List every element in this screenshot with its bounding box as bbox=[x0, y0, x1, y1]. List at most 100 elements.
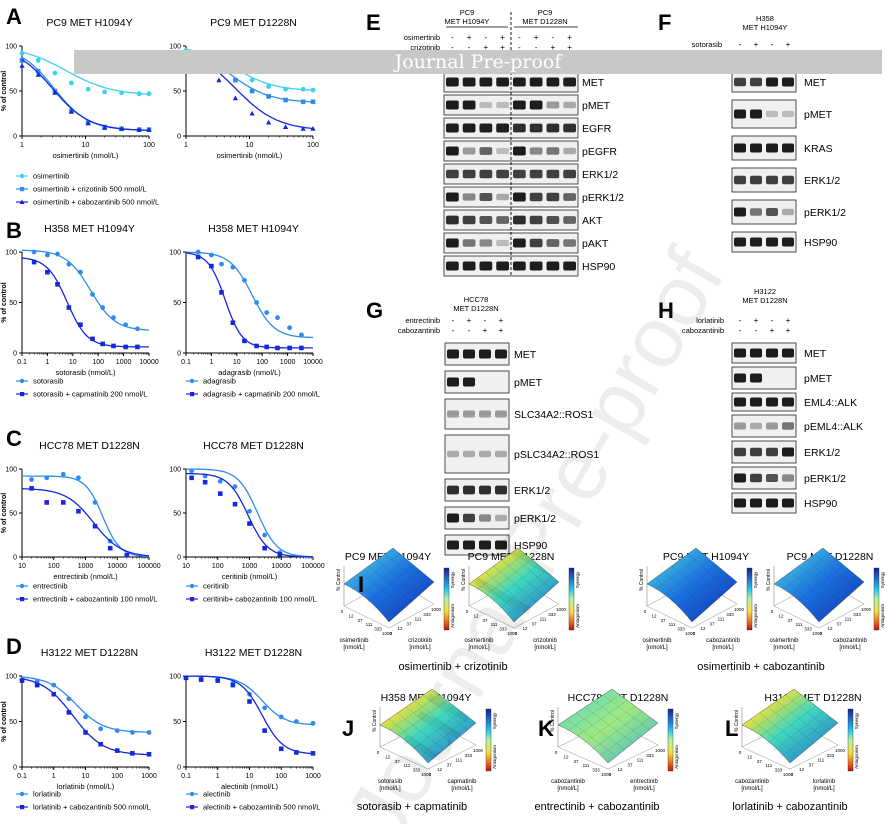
data-point bbox=[209, 252, 214, 258]
x-tick-label: 1000 bbox=[116, 359, 132, 366]
surface-tick: 0 bbox=[791, 772, 794, 777]
panel-letter-A: A bbox=[6, 4, 22, 29]
blot-band bbox=[750, 498, 762, 508]
surface-grid bbox=[798, 565, 842, 603]
fit-curve bbox=[21, 59, 150, 131]
y-tick-label: 50 bbox=[173, 511, 181, 518]
blot-band bbox=[513, 238, 526, 248]
synergy-surface: PC9 MET H1094Y% Control00121237371111113… bbox=[336, 547, 455, 651]
surface-tick: 0 bbox=[341, 609, 344, 614]
blot-band bbox=[446, 100, 459, 110]
blot-header: H358 bbox=[756, 14, 774, 23]
data-point bbox=[219, 261, 224, 267]
data-point bbox=[287, 325, 293, 331]
data-point bbox=[262, 705, 268, 711]
blot-strip bbox=[443, 255, 579, 277]
blot-band bbox=[513, 123, 526, 133]
synergy-surface: H3122 MET D1228N% Control001212373711111… bbox=[734, 688, 862, 792]
surface-tick: 1000 bbox=[507, 631, 518, 636]
x-tick-label: 1 bbox=[209, 359, 213, 366]
data-point bbox=[232, 484, 238, 489]
blot-band bbox=[782, 175, 794, 185]
blot-band bbox=[563, 261, 576, 271]
surface-tick: 111 bbox=[540, 617, 547, 622]
blot-band bbox=[734, 447, 746, 457]
blot-band bbox=[546, 77, 560, 87]
x-tick-label: 100000 bbox=[301, 563, 324, 570]
data-point bbox=[19, 678, 25, 683]
blot-strip bbox=[731, 366, 797, 390]
data-point bbox=[35, 58, 41, 63]
chart-B-left: H358 MET H1094Y 0 50 100 0.1 1 10 100 1000 10000%… bbox=[1, 223, 159, 377]
blot-header: H3122 bbox=[754, 287, 776, 296]
data-point bbox=[35, 68, 41, 74]
colorbar bbox=[485, 708, 492, 772]
surface-axis-label: cabozantinib bbox=[551, 779, 585, 785]
treatment-sign: - bbox=[451, 43, 454, 52]
blot-band bbox=[513, 261, 526, 271]
data-point bbox=[299, 332, 304, 338]
blot-band bbox=[496, 216, 509, 224]
surface-grid bbox=[602, 694, 650, 730]
data-point bbox=[146, 126, 152, 132]
surface-tick: 333 bbox=[548, 612, 556, 617]
data-point bbox=[293, 719, 299, 724]
legend-label: sotorasib bbox=[33, 377, 63, 386]
blot-band bbox=[447, 349, 459, 359]
data-point bbox=[146, 751, 152, 757]
surface-tick: 37 bbox=[757, 759, 763, 764]
surface-grid bbox=[788, 559, 837, 597]
x-tick-label: 10000 bbox=[303, 359, 323, 366]
data-point bbox=[118, 126, 125, 131]
surface-grid bbox=[661, 559, 710, 597]
data-point bbox=[202, 479, 208, 485]
chart-D-right: H3122 MET D1228N 0 50 100 0.1 1 10 100 1000 alect… bbox=[169, 647, 321, 791]
synergy-surface: H358 MET H1094Y% Control0012123737111111… bbox=[372, 688, 497, 792]
data-point bbox=[254, 343, 259, 349]
data-point bbox=[294, 750, 299, 755]
surface-tick: 111 bbox=[718, 617, 725, 622]
surface-axis-label: crizotinib bbox=[408, 638, 432, 644]
blot-band bbox=[513, 192, 526, 202]
fit-curve bbox=[22, 475, 150, 558]
y-tick-label: 0 bbox=[177, 765, 181, 772]
blot-band bbox=[479, 123, 493, 133]
surface-grid bbox=[654, 553, 703, 591]
legend: lorlatinib lorlatinib + cabozantinib 500 … bbox=[16, 790, 151, 812]
surface-tick: 111 bbox=[491, 622, 498, 627]
blot-band bbox=[447, 513, 459, 523]
surface-grid bbox=[405, 706, 453, 744]
surface-axis-label: entrectinib bbox=[630, 779, 658, 785]
treatment-sign: + bbox=[754, 40, 759, 49]
blot-band bbox=[563, 123, 576, 133]
surface-grid bbox=[506, 576, 553, 616]
blot-band bbox=[446, 169, 459, 179]
blot-band bbox=[479, 77, 493, 87]
surface-grid bbox=[687, 553, 730, 589]
surface-axis-unit: [nmol/L] bbox=[741, 786, 763, 792]
data-point bbox=[310, 99, 316, 105]
band-label: pERK1/2 bbox=[514, 513, 556, 525]
blot-band bbox=[447, 377, 459, 387]
data-point bbox=[283, 86, 288, 92]
treatment-sign: - bbox=[485, 33, 488, 42]
blot-band bbox=[479, 410, 491, 418]
x-axis-label: entrectinib (nmol/L) bbox=[53, 572, 118, 581]
data-point bbox=[114, 728, 120, 733]
surface-tick: 333 bbox=[646, 753, 654, 758]
y-tick-label: 100 bbox=[169, 674, 181, 681]
y-tick-label: 0 bbox=[13, 765, 17, 772]
blot-band bbox=[563, 239, 576, 247]
x-tick-label: 10 bbox=[246, 142, 254, 149]
data-point bbox=[83, 714, 88, 720]
surface-tick: 37 bbox=[660, 618, 666, 623]
surface-axis-label: cabozantinib bbox=[706, 638, 740, 644]
blot-band bbox=[495, 410, 507, 418]
data-point bbox=[85, 86, 91, 92]
treatment-sign: + bbox=[567, 33, 572, 42]
panel-letter-I: I bbox=[358, 572, 364, 597]
colorbar-label-antagonism: Antagonism bbox=[674, 745, 679, 769]
treatment-sign: - bbox=[468, 326, 471, 335]
y-tick-label: 100 bbox=[169, 44, 181, 51]
data-point bbox=[275, 315, 280, 321]
